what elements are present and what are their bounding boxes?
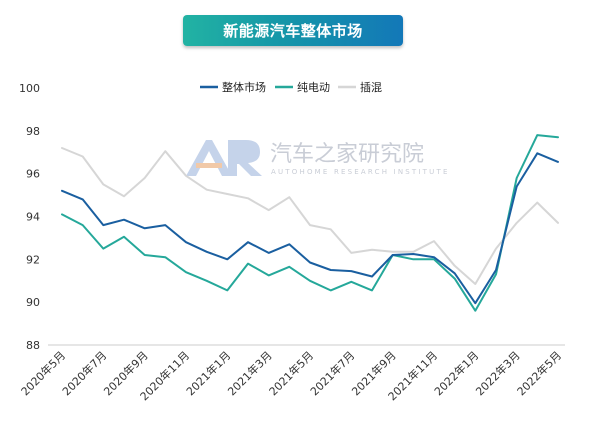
legend: 整体市场 纯电动 插混 bbox=[200, 80, 382, 94]
y-tick-label: 90 bbox=[26, 296, 40, 309]
chart-title: 新能源汽车整体市场 bbox=[223, 22, 363, 40]
y-axis: 88 90 92 94 96 98 100 bbox=[19, 82, 40, 352]
legend-label-2: 插混 bbox=[360, 80, 382, 94]
series-layer bbox=[61, 134, 559, 312]
legend-label-1: 纯电动 bbox=[297, 81, 330, 94]
x-axis: 2020年5月2020年7月2020年9月2020年11月2021年1月2021… bbox=[18, 348, 564, 403]
series-line-0 bbox=[61, 152, 559, 305]
legend-label-0: 整体市场 bbox=[222, 80, 266, 94]
series-line-2 bbox=[61, 147, 559, 285]
watermark-name-en: AUTOHOME RESEARCH INSTITUTE bbox=[271, 168, 450, 176]
watermark: 汽车之家研究院 AUTOHOME RESEARCH INSTITUTE bbox=[186, 140, 450, 176]
y-tick-label: 96 bbox=[26, 168, 40, 181]
y-tick-label: 98 bbox=[26, 125, 40, 138]
y-tick-label: 100 bbox=[19, 82, 40, 95]
y-tick-label: 92 bbox=[26, 253, 40, 266]
chart-title-banner: 新能源汽车整体市场 bbox=[183, 15, 403, 46]
series-line-1 bbox=[61, 134, 559, 312]
watermark-logo bbox=[186, 140, 262, 176]
y-tick-label: 88 bbox=[26, 339, 40, 352]
x-tick-label: 2022年5月 bbox=[514, 348, 564, 398]
watermark-name-cn: 汽车之家研究院 bbox=[270, 142, 424, 167]
y-tick-label: 94 bbox=[26, 211, 40, 224]
